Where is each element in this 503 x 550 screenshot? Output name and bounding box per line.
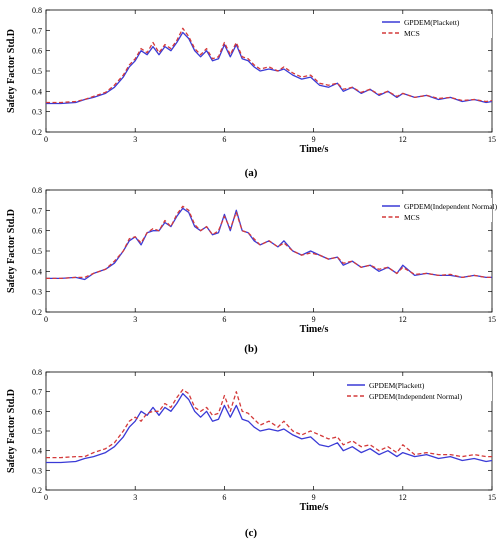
- x-tick-label: 0: [44, 315, 48, 324]
- x-tick-label: 12: [399, 493, 407, 502]
- series-line-first: [46, 31, 493, 105]
- legend-entry: GPDEM(Plackett): [404, 18, 460, 27]
- x-tick-label: 12: [399, 135, 407, 144]
- y-tick-label: 0.7: [32, 26, 42, 35]
- x-tick-label: 9: [312, 135, 316, 144]
- y-tick-label: 0.2: [32, 486, 42, 495]
- y-tick-label: 0.4: [32, 87, 42, 96]
- legend-entry: GPDEM(Independent Normal): [369, 392, 463, 401]
- y-tick-label: 0.5: [32, 67, 42, 76]
- x-tick-label: 15: [488, 135, 496, 144]
- x-tick-label: 6: [222, 315, 226, 324]
- x-tick-label: 0: [44, 493, 48, 502]
- x-tick-label: 15: [488, 315, 496, 324]
- y-axis-label: Safety Factor Std.D: [6, 209, 17, 293]
- y-tick-label: 0.3: [32, 108, 42, 117]
- y-tick-label: 0.5: [32, 427, 42, 436]
- legend-entry: GPDEM(Independent Normal): [404, 202, 498, 211]
- legend-entry: MCS: [404, 29, 420, 38]
- x-axis-label: Time/s: [300, 502, 329, 513]
- legend: GPDEM(Plackett) GPDEM(Independent Normal): [345, 377, 492, 401]
- series-line-second: [46, 205, 492, 280]
- y-tick-label: 0.3: [32, 288, 42, 297]
- y-tick-label: 0.5: [32, 247, 42, 256]
- x-tick-label: 6: [222, 135, 226, 144]
- legend-box: [380, 14, 492, 38]
- x-tick-label: 12: [399, 315, 407, 324]
- panel-label: (c): [245, 527, 258, 539]
- panel-label: (b): [244, 343, 258, 355]
- legend: GPDEM(Plackett) MCS: [380, 14, 492, 38]
- x-tick-label: 3: [133, 135, 137, 144]
- legend-entry: GPDEM(Plackett): [369, 381, 425, 390]
- x-tick-label: 9: [312, 315, 316, 324]
- y-tick-label: 0.3: [32, 466, 42, 475]
- y-tick-label: 0.8: [32, 368, 42, 377]
- legend-box: [345, 377, 492, 401]
- series-line-second: [46, 27, 493, 104]
- y-tick-label: 0.6: [32, 47, 42, 56]
- y-axis-label: Safety Factor Std.D: [6, 389, 17, 473]
- y-tick-label: 0.8: [32, 6, 42, 15]
- panel-label: (a): [245, 167, 258, 179]
- x-tick-label: 15: [488, 493, 496, 502]
- y-tick-label: 0.6: [32, 407, 42, 416]
- y-axis-label: Safety Factor Std.D: [6, 29, 17, 113]
- x-tick-label: 6: [222, 493, 226, 502]
- y-tick-label: 0.7: [32, 388, 42, 397]
- y-tick-label: 0.6: [32, 227, 42, 236]
- x-tick-label: 9: [312, 493, 316, 502]
- y-tick-label: 0.4: [32, 267, 42, 276]
- chart-panel-2: 0.2 0.3 0.4 0.5 0.6 0.7 0.8 0 3 6 9 12 15 Time/s Safet…: [6, 186, 498, 355]
- x-tick-label: 3: [133, 315, 137, 324]
- legend: GPDEM(Independent Normal) MCS: [380, 198, 498, 222]
- legend-entry: MCS: [404, 213, 420, 222]
- y-tick-label: 0.2: [32, 128, 42, 137]
- y-tick-label: 0.8: [32, 186, 42, 195]
- series-line-first: [46, 392, 493, 464]
- x-tick-label: 0: [44, 135, 48, 144]
- chart-panel-3: 0.2 0.3 0.4 0.5 0.6 0.7 0.8 0 3 6 9 12 15 Time/s Safet…: [6, 368, 496, 539]
- y-tick-label: 0.7: [32, 206, 42, 215]
- x-axis-label: Time/s: [300, 324, 329, 335]
- chart-panel-1: 0.2 0.3 0.4 0.5 0.6 0.7 0.8 0 3 6 9 12 15 Time/s Safet…: [6, 6, 496, 179]
- y-tick-label: 0.2: [32, 308, 42, 317]
- series-line-second: [46, 389, 492, 459]
- x-tick-label: 3: [133, 493, 137, 502]
- x-axis-label: Time/s: [300, 144, 329, 155]
- legend-box: [380, 198, 492, 222]
- y-tick-label: 0.4: [32, 447, 42, 456]
